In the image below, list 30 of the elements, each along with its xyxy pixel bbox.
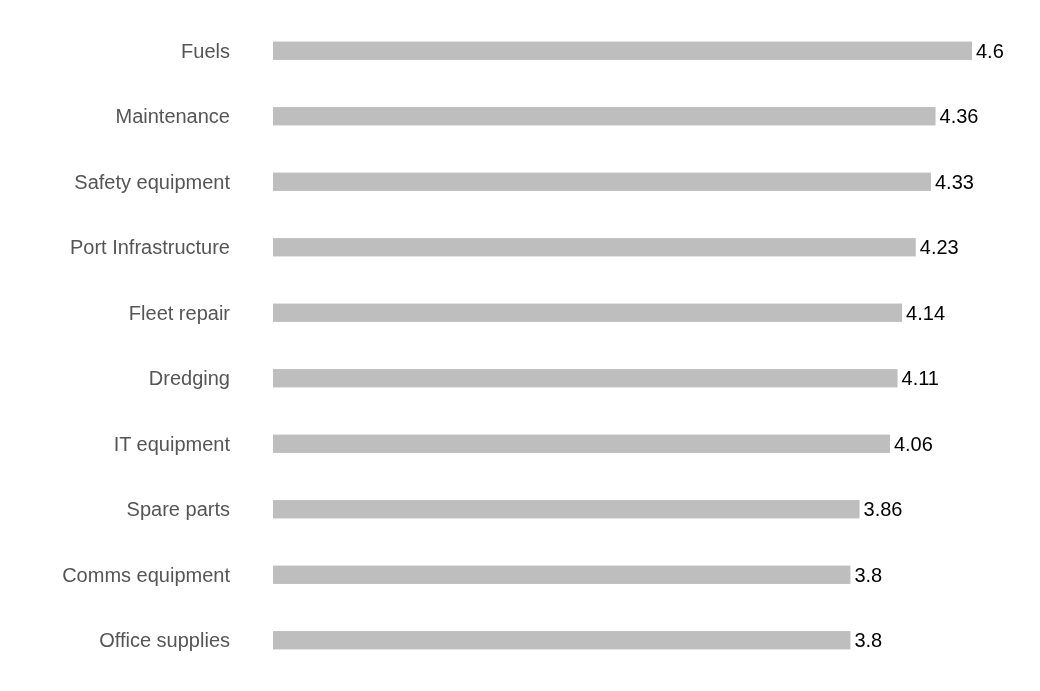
bar bbox=[273, 500, 860, 519]
y-tick-label: Fuels bbox=[181, 39, 230, 62]
y-tick-label: Comms equipment bbox=[62, 563, 231, 586]
data-label: 4.23 bbox=[919, 236, 959, 259]
bar bbox=[273, 172, 931, 191]
bar bbox=[273, 369, 898, 388]
data-label: 3.86 bbox=[863, 498, 903, 521]
data-label: 4.14 bbox=[906, 301, 946, 324]
bar bbox=[273, 238, 916, 257]
data-label: 4.36 bbox=[939, 105, 979, 128]
y-tick-label: Dredging bbox=[148, 367, 230, 390]
bar bbox=[273, 434, 890, 453]
data-label: 3.8 bbox=[854, 629, 883, 652]
bar bbox=[273, 303, 903, 322]
bar bbox=[273, 107, 936, 126]
bar bbox=[273, 41, 972, 60]
y-tick-label: Office supplies bbox=[99, 629, 230, 652]
y-tick-label: Port Infrastructure bbox=[69, 236, 230, 259]
y-tick-label: Fleet repair bbox=[128, 301, 231, 324]
data-label: 4.06 bbox=[893, 432, 933, 455]
bar bbox=[273, 565, 851, 584]
data-label: 3.8 bbox=[854, 563, 883, 586]
data-label: 4.11 bbox=[901, 367, 939, 390]
data-label: 4.6 bbox=[976, 39, 1004, 62]
y-tick-label: Maintenance bbox=[115, 105, 230, 128]
y-tick-label: Spare parts bbox=[126, 498, 230, 521]
bar bbox=[273, 631, 851, 650]
data-label: 4.33 bbox=[934, 170, 974, 193]
y-tick-label: IT equipment bbox=[113, 432, 231, 455]
y-tick-label: Safety equipment bbox=[74, 170, 231, 193]
